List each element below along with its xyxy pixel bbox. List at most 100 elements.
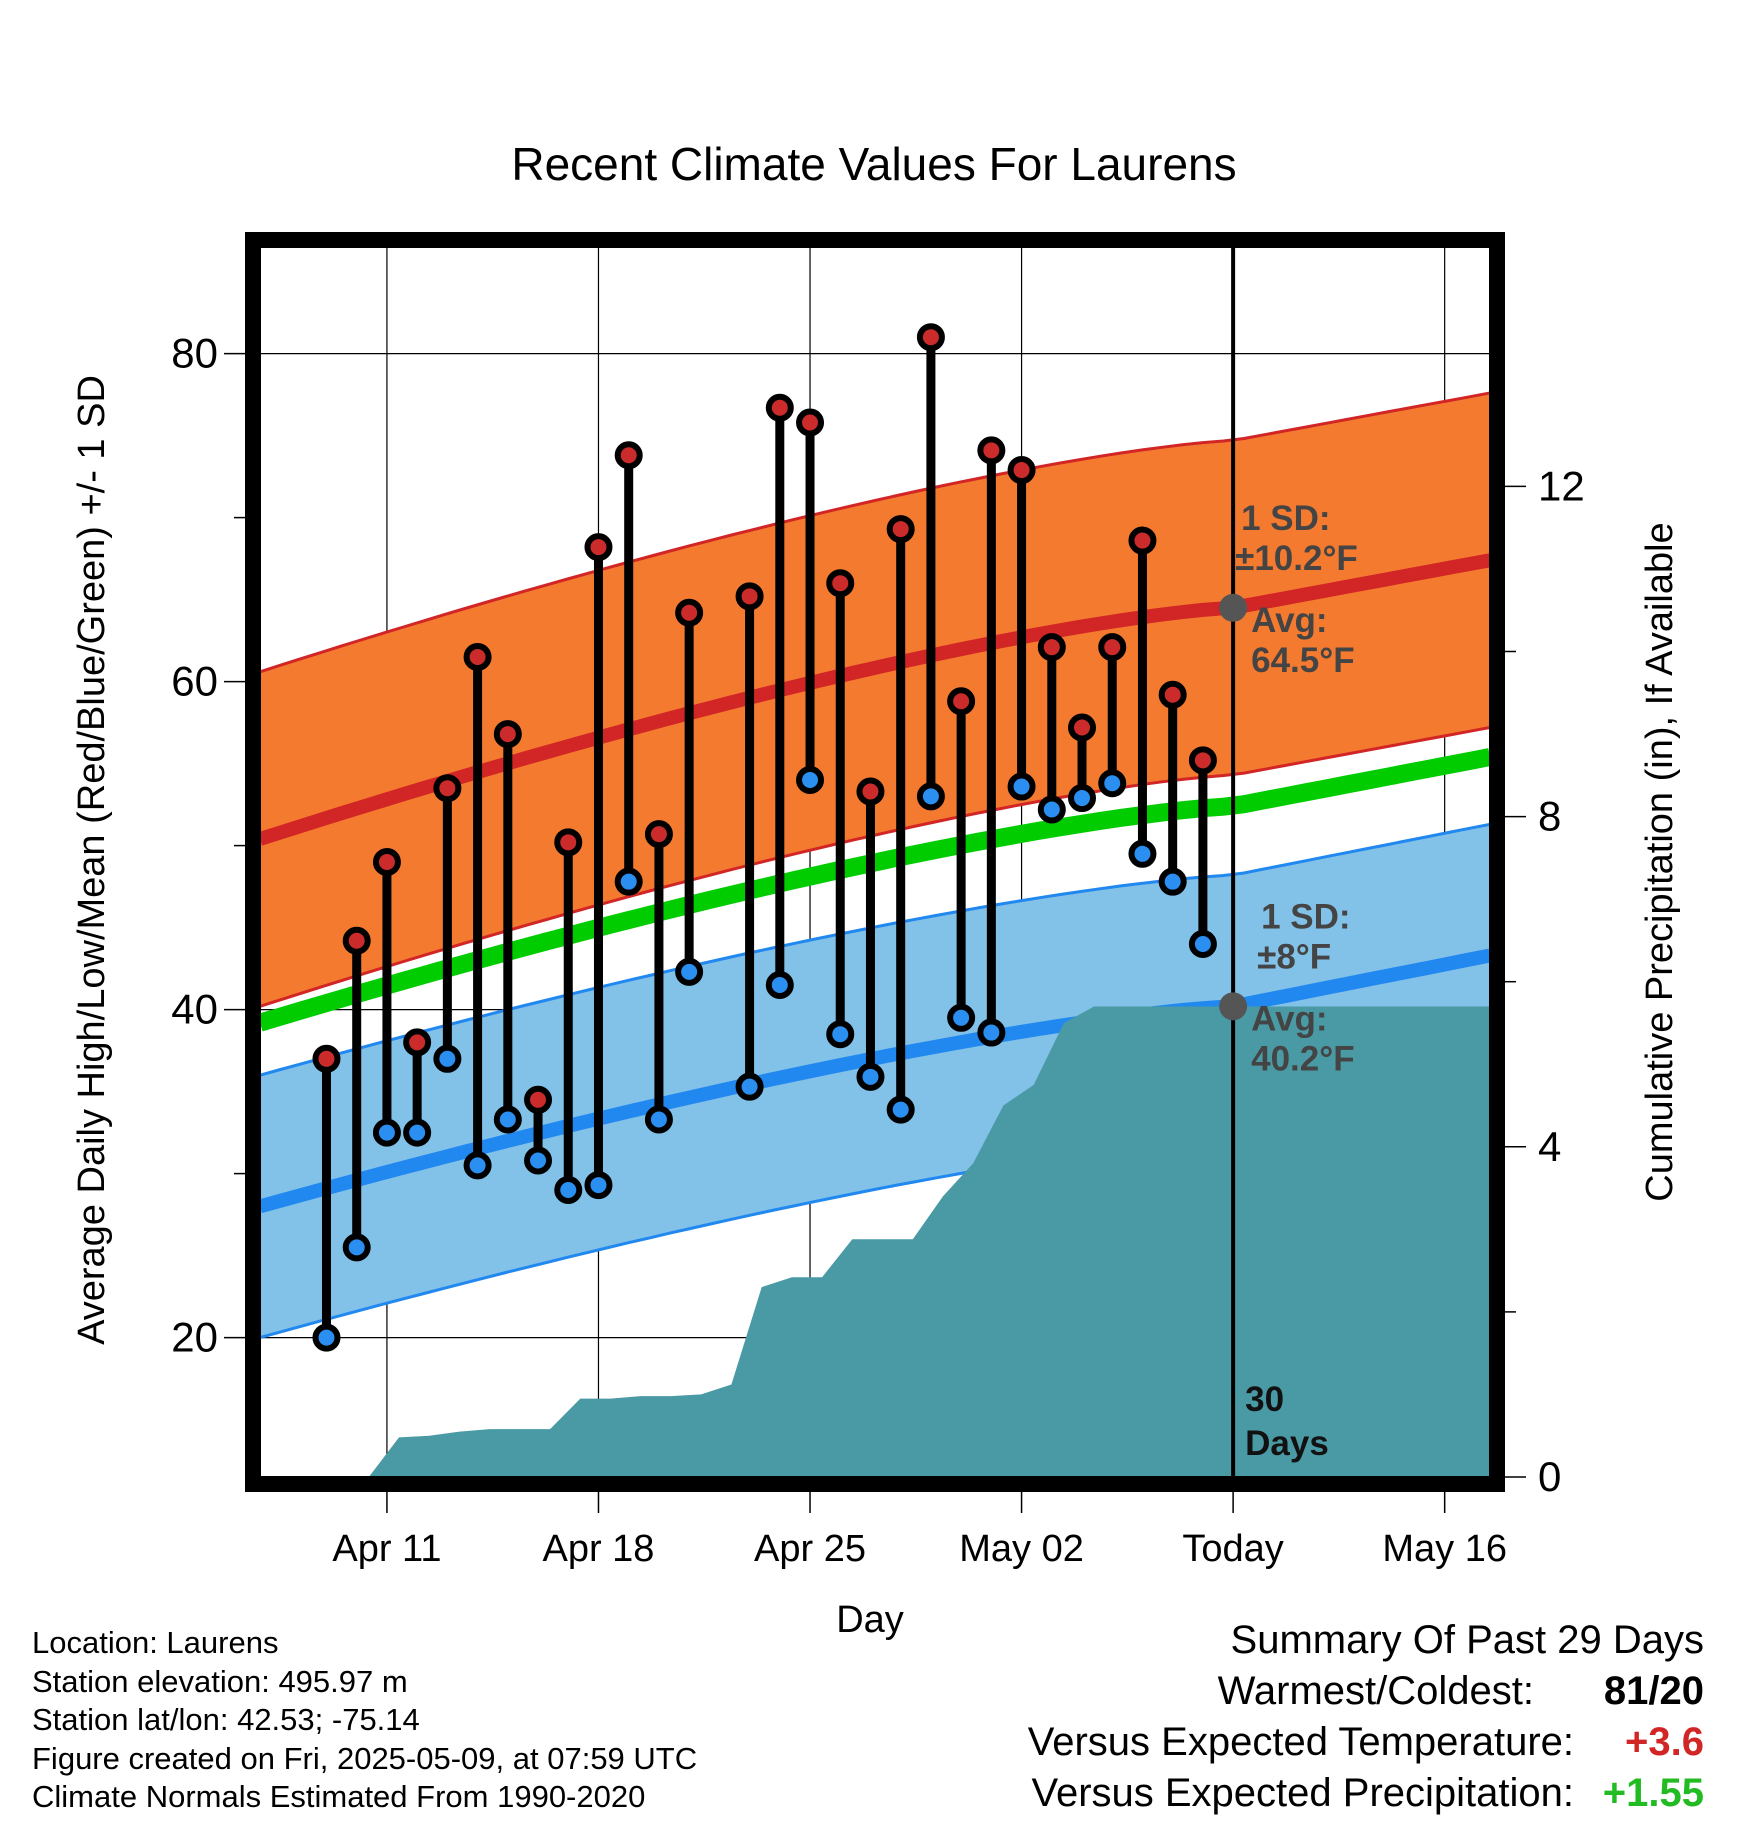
chart-title: Recent Climate Values For Laurens xyxy=(511,138,1236,190)
daily-high-point xyxy=(1188,746,1217,775)
daily-low-point xyxy=(1098,769,1127,798)
y2-tick-label: 12 xyxy=(1538,462,1585,509)
x-tick-label: Today xyxy=(1182,1528,1283,1570)
daily-low-point xyxy=(735,1072,764,1101)
today-avg-high-marker xyxy=(1219,593,1248,622)
daily-high-point xyxy=(433,774,462,803)
daily-high-point xyxy=(372,848,401,876)
daily-high-point xyxy=(524,1085,553,1114)
daily-high-point xyxy=(826,569,855,598)
daily-low-point xyxy=(1128,839,1157,868)
daily-low-point xyxy=(856,1062,885,1091)
today-avg-low-marker xyxy=(1219,992,1248,1021)
latlon-text: Station lat/lon: 42.53; -75.14 xyxy=(32,1702,420,1737)
temp-departure-value: +3.6 xyxy=(1625,1720,1704,1764)
daily-low-point xyxy=(765,971,794,999)
y-tick-label: 20 xyxy=(171,1314,218,1361)
summary-panel: Summary Of Past 29 Days Warmest/Coldest:… xyxy=(804,1618,1704,1822)
daily-high-point xyxy=(312,1044,341,1073)
daily-low-point xyxy=(916,782,945,811)
daily-low-point xyxy=(644,1105,673,1134)
precip-departure-row: Versus Expected Precipitation: +1.55 xyxy=(804,1771,1704,1822)
y2-tick-label: 0 xyxy=(1538,1453,1561,1500)
daily-low-point xyxy=(312,1323,341,1352)
daily-low-point xyxy=(1037,795,1066,824)
coldest-value: 20 xyxy=(1659,1669,1705,1713)
warmest-value: 81 xyxy=(1603,1669,1649,1713)
daily-low-point xyxy=(554,1176,583,1204)
y2-tick-label: 8 xyxy=(1538,793,1561,840)
high-avg-label: Avg: xyxy=(1251,601,1327,640)
precip-departure-value: +1.55 xyxy=(1602,1771,1704,1815)
daily-low-point xyxy=(1007,772,1036,801)
warm-separator: / xyxy=(1648,1669,1660,1713)
daily-high-point xyxy=(493,720,522,749)
daily-low-point xyxy=(796,766,825,794)
daily-high-point xyxy=(403,1028,432,1057)
daily-high-point xyxy=(1037,633,1066,662)
daily-high-point xyxy=(916,323,945,352)
y2-axis-label: Cumulative Precipitation (in), If Availa… xyxy=(1639,522,1681,1201)
y-tick-label: 40 xyxy=(171,986,218,1033)
daily-high-point xyxy=(886,515,915,544)
daily-high-point xyxy=(1128,526,1157,555)
normal-mean-line xyxy=(260,748,1490,1032)
low-sd-label: 1 SD: xyxy=(1261,897,1350,936)
precip-area xyxy=(260,1006,1490,1477)
low-avg-label: Avg: xyxy=(1251,999,1327,1038)
daily-high-point xyxy=(1098,633,1127,662)
daily-low-point xyxy=(342,1233,371,1262)
daily-high-point xyxy=(856,777,885,806)
daily-high-point xyxy=(765,393,794,422)
normals-text: Climate Normals Estimated From 1990-2020 xyxy=(32,1779,646,1814)
daily-low-point xyxy=(372,1118,401,1147)
x-tick-label: Apr 11 xyxy=(332,1528,441,1570)
daily-low-point xyxy=(826,1020,855,1049)
daily-low-point xyxy=(947,1003,976,1032)
x-tick-label: Apr 18 xyxy=(542,1528,654,1570)
daily-high-point xyxy=(1068,713,1097,742)
normal-high-band-upper-edge xyxy=(260,391,1490,674)
summary-title-row: Summary Of Past 29 Days xyxy=(804,1618,1704,1669)
daily-high-point xyxy=(947,687,976,716)
temp-departure-row: Versus Expected Temperature: +3.6 xyxy=(804,1720,1704,1771)
daily-high-point xyxy=(977,436,1006,465)
daily-high-point xyxy=(342,926,371,955)
normal-high-band-lower-edge xyxy=(260,726,1490,1008)
daily-low-point xyxy=(614,867,643,896)
x-tick-label: Apr 25 xyxy=(754,1528,866,1570)
daily-low-point xyxy=(977,1018,1006,1047)
warmest-coldest-label: Warmest/Coldest: xyxy=(1217,1669,1534,1713)
today-days-word: Days xyxy=(1245,1424,1329,1463)
daily-low-point xyxy=(403,1118,432,1147)
daily-low-point xyxy=(433,1044,462,1073)
high-sd-label: 1 SD: xyxy=(1241,499,1330,538)
daily-high-point xyxy=(796,408,825,437)
location-text: Location: Laurens xyxy=(32,1625,279,1660)
daily-high-point xyxy=(463,643,492,671)
plot-content xyxy=(260,247,1490,1477)
y2-tick-label: 4 xyxy=(1538,1123,1561,1170)
station-info: Location: Laurens Station elevation: 495… xyxy=(32,1624,697,1817)
normal-low-band-upper-edge xyxy=(260,822,1490,1077)
plot-frame xyxy=(245,232,1505,1492)
daily-low-point xyxy=(524,1146,553,1175)
low-sd-value: ±8°F xyxy=(1257,937,1331,976)
created-text: Figure created on Fri, 2025-05-09, at 07… xyxy=(32,1740,698,1776)
y-axis-label: Average Daily High/Low/Mean (Red/Blue/Gr… xyxy=(71,375,113,1345)
daily-high-point xyxy=(644,820,673,849)
warmest-coldest-row: Warmest/Coldest: 81/20 xyxy=(804,1669,1704,1720)
x-tick-label: May 16 xyxy=(1382,1528,1507,1570)
daily-high-point xyxy=(675,598,704,627)
high-sd-value: ±10.2°F xyxy=(1235,539,1358,578)
daily-low-point xyxy=(886,1095,915,1124)
temp-departure-label: Versus Expected Temperature: xyxy=(1027,1720,1574,1764)
daily-low-point xyxy=(675,957,704,986)
normal-low-line xyxy=(260,948,1490,1214)
daily-low-point xyxy=(584,1171,613,1200)
daily-high-point xyxy=(1007,456,1036,485)
y-tick-label: 60 xyxy=(171,658,218,705)
today-days-number: 30 xyxy=(1245,1380,1284,1419)
